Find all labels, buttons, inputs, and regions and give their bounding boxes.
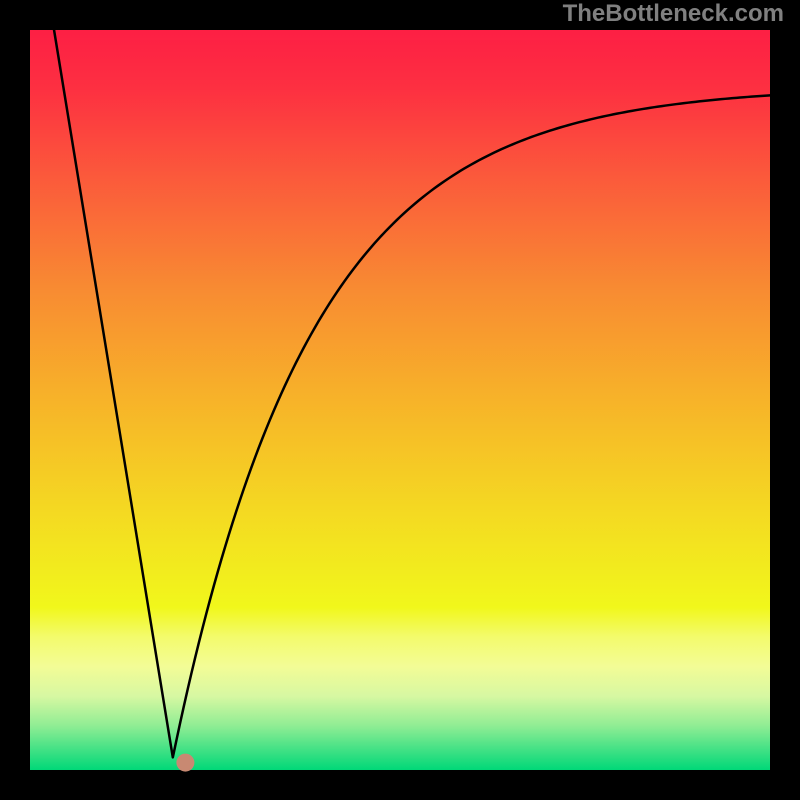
chart-canvas: TheBottleneck.com [0,0,800,800]
minimum-marker [176,754,194,772]
watermark-text: TheBottleneck.com [563,0,800,28]
gradient-background [30,30,770,770]
chart-svg [0,0,800,800]
